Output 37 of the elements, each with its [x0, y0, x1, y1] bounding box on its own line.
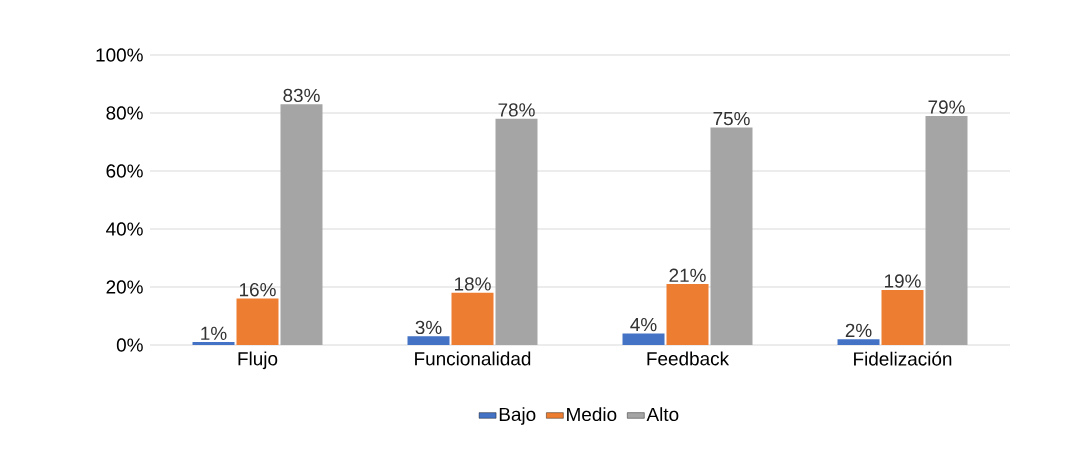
bar [881, 289, 924, 345]
data-label: 83% [283, 88, 320, 103]
legend-label: Medio [567, 407, 617, 422]
data-label: 1% [201, 326, 227, 340]
x-tick-label: Funcionalidad [415, 351, 531, 366]
data-label: 3% [415, 320, 442, 335]
y-tick-label: 0% [116, 338, 143, 352]
bar [710, 127, 753, 345]
x-tick-label: Feedback [647, 351, 730, 366]
y-tick-label: 80% [106, 106, 143, 120]
bar [407, 336, 450, 345]
data-label: 2% [845, 323, 872, 338]
bar [666, 284, 709, 345]
bar [236, 298, 279, 345]
bar [837, 339, 880, 345]
bar [280, 104, 323, 345]
bar [192, 342, 235, 345]
y-tick-label: 40% [106, 222, 143, 236]
bar [495, 118, 538, 345]
data-label: 16% [239, 283, 276, 297]
data-label: 79% [928, 100, 965, 114]
legend-label: Bajo [499, 407, 536, 425]
data-label: 4% [630, 317, 657, 332]
y-tick-label: 60% [106, 164, 143, 178]
data-label: 75% [713, 112, 750, 126]
bar [451, 292, 494, 345]
bar [622, 333, 665, 345]
data-label: 18% [455, 277, 491, 291]
y-tick-label: 100% [96, 48, 143, 62]
bar [925, 115, 968, 345]
x-tick-label: Flujo [238, 351, 278, 370]
data-label: 21% [669, 268, 706, 282]
y-tick-label: 20% [106, 280, 143, 294]
legend-label: Alto [646, 407, 679, 422]
data-label: 19% [885, 274, 921, 288]
data-label: 78% [498, 103, 535, 117]
x-tick-label: Fidelización [854, 351, 952, 366]
